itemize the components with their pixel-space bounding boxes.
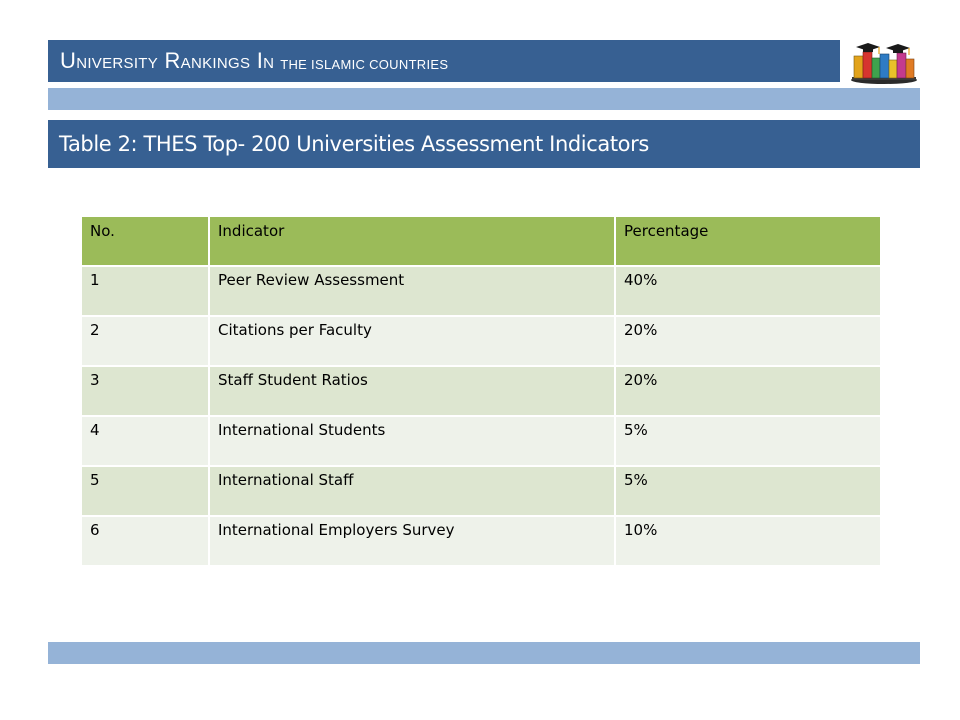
cell-no: 3 <box>80 365 210 417</box>
cell-percentage: 20% <box>614 365 882 417</box>
cell-no: 4 <box>80 415 210 467</box>
indicators-table: No. Indicator Percentage 1 Peer Review A… <box>80 215 882 567</box>
cell-indicator: Citations per Faculty <box>208 315 616 367</box>
cell-indicator: Peer Review Assessment <box>208 265 616 317</box>
header-title-main: University Rankings In <box>60 48 275 73</box>
cell-no: 5 <box>80 465 210 517</box>
cell-percentage: 20% <box>614 315 882 367</box>
cell-percentage: 5% <box>614 465 882 517</box>
header-title-sub: the Islamic Countries <box>280 56 449 72</box>
cell-no: 2 <box>80 315 210 367</box>
table-title: Table 2: THES Top- 200 Universities Asse… <box>48 120 920 168</box>
slide-header: University Rankings In the Islamic Count… <box>48 40 840 82</box>
table-row: 1 Peer Review Assessment 40% <box>80 265 882 317</box>
cell-percentage: 10% <box>614 515 882 567</box>
cell-indicator: International Students <box>208 415 616 467</box>
table-header-row: No. Indicator Percentage <box>80 215 882 267</box>
table-row: 4 International Students 5% <box>80 415 882 467</box>
table-row: 3 Staff Student Ratios 20% <box>80 365 882 417</box>
cell-no: 6 <box>80 515 210 567</box>
cell-indicator: Staff Student Ratios <box>208 365 616 417</box>
column-header-no: No. <box>80 215 210 267</box>
books-graduation-cap-icon <box>848 38 920 86</box>
cell-no: 1 <box>80 265 210 317</box>
cell-indicator: International Employers Survey <box>208 515 616 567</box>
cell-percentage: 40% <box>614 265 882 317</box>
cell-indicator: International Staff <box>208 465 616 517</box>
table-row: 5 International Staff 5% <box>80 465 882 517</box>
table-row: 2 Citations per Faculty 20% <box>80 315 882 367</box>
bottom-accent-band <box>48 642 920 664</box>
column-header-percentage: Percentage <box>614 215 882 267</box>
table-row: 6 International Employers Survey 10% <box>80 515 882 567</box>
column-header-indicator: Indicator <box>208 215 616 267</box>
top-accent-band <box>48 88 920 110</box>
cell-percentage: 5% <box>614 415 882 467</box>
